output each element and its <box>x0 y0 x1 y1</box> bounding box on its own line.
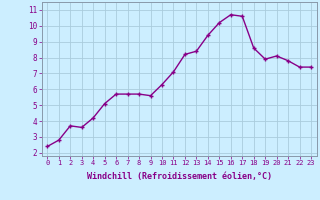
X-axis label: Windchill (Refroidissement éolien,°C): Windchill (Refroidissement éolien,°C) <box>87 172 272 181</box>
